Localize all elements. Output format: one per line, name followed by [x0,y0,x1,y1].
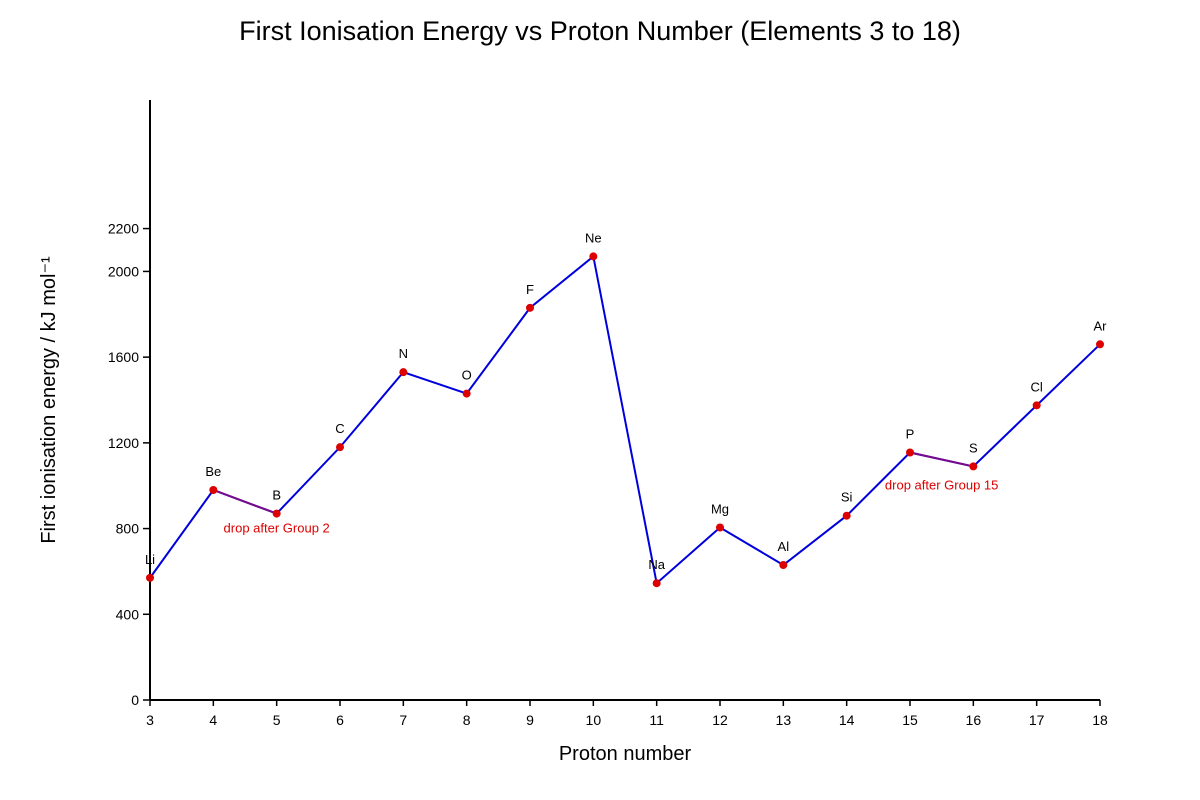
annotations: drop after Group 2 drop after Group 15 [224,478,999,536]
annotation-label: drop after Group 2 [224,521,330,536]
point-label: S [969,440,978,455]
x-tick-label: 15 [902,712,918,728]
highlight-segment [212,489,278,515]
data-point [462,389,471,398]
data-point [336,443,344,452]
point-label: Be [205,464,221,479]
data-point [906,448,914,457]
x-tick-label: 4 [209,712,217,728]
x-tick-label: 7 [399,712,407,728]
point-label: Al [778,539,790,554]
data-point [589,252,598,261]
point-label: B [272,488,281,503]
x-tick-label: 12 [712,712,728,728]
data-point [842,511,851,520]
data-point [209,486,218,494]
x-tick-label: 5 [273,712,281,728]
data-point [1032,401,1041,410]
data-point [779,561,788,569]
data-point [1096,340,1104,349]
y-axis-label: First ionisation energy / kJ mol⁻¹ [38,256,60,544]
data-point [399,368,408,377]
x-tick-label: 9 [526,712,534,728]
x-tick-label: 6 [336,712,344,728]
data-point [272,509,281,518]
chart-title: First Ionisation Energy vs Proton Number… [239,16,961,46]
y-tick-label: 2000 [108,263,139,279]
data-point [526,303,534,312]
point-label: Mg [711,502,729,517]
y-tick-label: 2200 [108,221,139,237]
point-label: Cl [1031,379,1043,394]
y-ticks: 0 400 800 1200 1600 2000 2200 [108,221,150,708]
point-label: Ne [585,230,602,245]
data-point [652,579,661,588]
point-label: C [335,421,344,436]
axes [149,100,1100,701]
data-point [146,573,154,582]
point-label: Ar [1094,318,1108,333]
point-label: Si [841,490,853,505]
y-tick-label: 400 [116,606,140,622]
point-label: Li [145,552,155,567]
x-tick-label: 11 [649,712,664,728]
y-tick-label: 0 [131,692,139,708]
x-tick-label: 13 [776,712,792,728]
x-tick-label: 17 [1029,712,1045,728]
x-tick-label: 14 [839,712,855,728]
x-tick-label: 16 [966,712,982,728]
data-point [969,462,978,471]
x-tick-label: 3 [146,712,154,728]
y-tick-label: 1200 [108,435,139,451]
point-labels: Li Be B C N O F Ne Na Mg Al Si P S Cl Ar [145,230,1107,572]
point-label: P [906,427,915,442]
highlight-segment [909,451,974,468]
point-label: O [462,368,472,383]
x-tick-label: 18 [1092,712,1108,728]
point-label: N [399,346,408,361]
data-points [146,252,1104,588]
y-tick-label: 1600 [108,349,139,365]
y-tick-label: 800 [116,521,140,537]
point-label: Na [648,557,665,572]
point-label: F [526,282,534,297]
x-axis-label: Proton number [559,743,692,765]
data-point [716,523,724,532]
x-tick-label: 10 [586,712,602,728]
x-tick-label: 8 [463,712,471,728]
x-ticks: 3 4 5 6 7 8 9 10 11 12 13 14 15 16 17 18 [146,700,1108,728]
highlight-segments [212,451,974,515]
annotation-label: drop after Group 15 [885,478,998,493]
